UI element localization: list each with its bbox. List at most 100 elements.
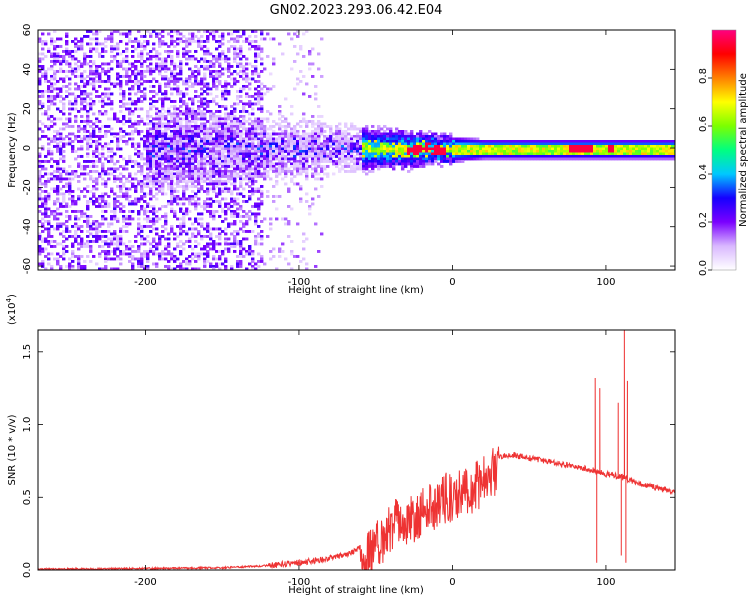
heatmap-cell (422, 157, 426, 161)
heatmap-cell (413, 142, 417, 146)
heatmap-cell (305, 162, 309, 166)
heatmap-cell (161, 102, 165, 106)
heatmap-cell (329, 130, 333, 133)
heatmap-cell (194, 155, 198, 158)
heatmap-cell (95, 120, 99, 123)
heatmap-cell (80, 140, 84, 143)
heatmap-cell (47, 172, 51, 176)
heatmap-cell (59, 187, 63, 191)
heatmap-cell (341, 142, 345, 146)
heatmap-cell (158, 242, 162, 246)
heatmap-cell (185, 77, 189, 81)
heatmap-cell (278, 140, 282, 143)
heatmap-cell (176, 122, 180, 126)
heatmap-cell (116, 167, 120, 171)
heatmap-cell (305, 142, 309, 146)
heatmap-cell (374, 152, 378, 156)
heatmap-cell (206, 182, 210, 186)
heatmap-cell (215, 115, 219, 118)
heatmap-cell (326, 125, 330, 128)
heatmap-cell (137, 182, 141, 186)
heatmap-cell (224, 135, 228, 138)
heatmap-cell (161, 167, 165, 171)
heatmap-cell (104, 265, 108, 268)
heatmap-cell (203, 135, 207, 138)
heatmap-cell (254, 67, 258, 71)
heatmap-cell (128, 187, 132, 191)
heatmap-cell (512, 140, 516, 143)
heatmap-cell (173, 110, 177, 113)
heatmap-cell (299, 155, 303, 158)
heatmap-cell (50, 137, 54, 141)
heatmap-cell (230, 65, 234, 68)
heatmap-cell (242, 160, 246, 163)
heatmap-cell (227, 170, 231, 173)
heatmap-cell (158, 180, 162, 183)
heatmap-cell (152, 160, 156, 163)
heatmap-cell (110, 217, 114, 221)
heatmap-cell (218, 82, 222, 86)
heatmap-cell (293, 160, 297, 163)
heatmap-cell (149, 190, 153, 193)
heatmap-cell (221, 85, 225, 88)
heatmap-cell (437, 157, 441, 161)
heatmap-cell (500, 150, 504, 153)
heatmap-cell (335, 140, 339, 143)
heatmap-cell (161, 105, 165, 108)
heatmap-cell (176, 177, 180, 181)
heatmap-cell (254, 120, 258, 123)
heatmap-cell (314, 165, 318, 168)
heatmap-cell (236, 240, 240, 243)
heatmap-cell (257, 72, 261, 76)
heatmap-cell (392, 160, 396, 163)
heatmap-cell (209, 152, 213, 156)
heatmap-cell (62, 167, 66, 171)
heatmap-cell (140, 130, 144, 133)
heatmap-cell (206, 35, 210, 38)
heatmap-cell (176, 72, 180, 76)
heatmap-cell (191, 180, 195, 183)
heatmap-cell (323, 165, 327, 168)
heatmap-cell (197, 197, 201, 201)
heatmap-cell (83, 137, 87, 141)
heatmap-cell (428, 147, 432, 151)
heatmap-cell (86, 207, 90, 211)
heatmap-cell (272, 255, 276, 258)
heatmap-cell (386, 140, 390, 143)
heatmap-cell (107, 77, 111, 81)
heatmap-cell (269, 165, 273, 168)
heatmap-cell (50, 267, 54, 270)
heatmap-cell (68, 50, 72, 53)
heatmap-cell (59, 147, 63, 151)
heatmap-cell (344, 140, 348, 143)
heatmap-cell (56, 162, 60, 166)
heatmap-cell (83, 212, 87, 216)
heatmap-cell (83, 77, 87, 81)
heatmap-cell (254, 160, 258, 163)
heatmap-cell (77, 255, 81, 258)
heatmap-cell (224, 155, 228, 158)
heatmap-cell (167, 185, 171, 188)
heatmap-cell (53, 137, 57, 141)
heatmap-cell (284, 150, 288, 153)
heatmap-cell (185, 40, 189, 43)
heatmap-cell (152, 227, 156, 231)
heatmap-cell (86, 95, 90, 98)
heatmap-cell (431, 162, 435, 166)
heatmap-cell (74, 120, 78, 123)
heatmap-cell (101, 135, 105, 138)
heatmap-cell (245, 142, 249, 146)
heatmap-cell (428, 160, 432, 163)
heatmap-cell (143, 217, 147, 221)
heatmap-cell (152, 175, 156, 178)
heatmap-cell (215, 185, 219, 188)
heatmap-cell (284, 127, 288, 131)
heatmap-cell (194, 200, 198, 203)
heatmap-cell (395, 160, 399, 163)
heatmap-cell (101, 165, 105, 168)
heatmap-cell (50, 85, 54, 88)
heatmap-cell (134, 120, 138, 123)
heatmap-cell (182, 220, 186, 223)
heatmap-cell (299, 185, 303, 188)
heatmap-cell (254, 202, 258, 206)
